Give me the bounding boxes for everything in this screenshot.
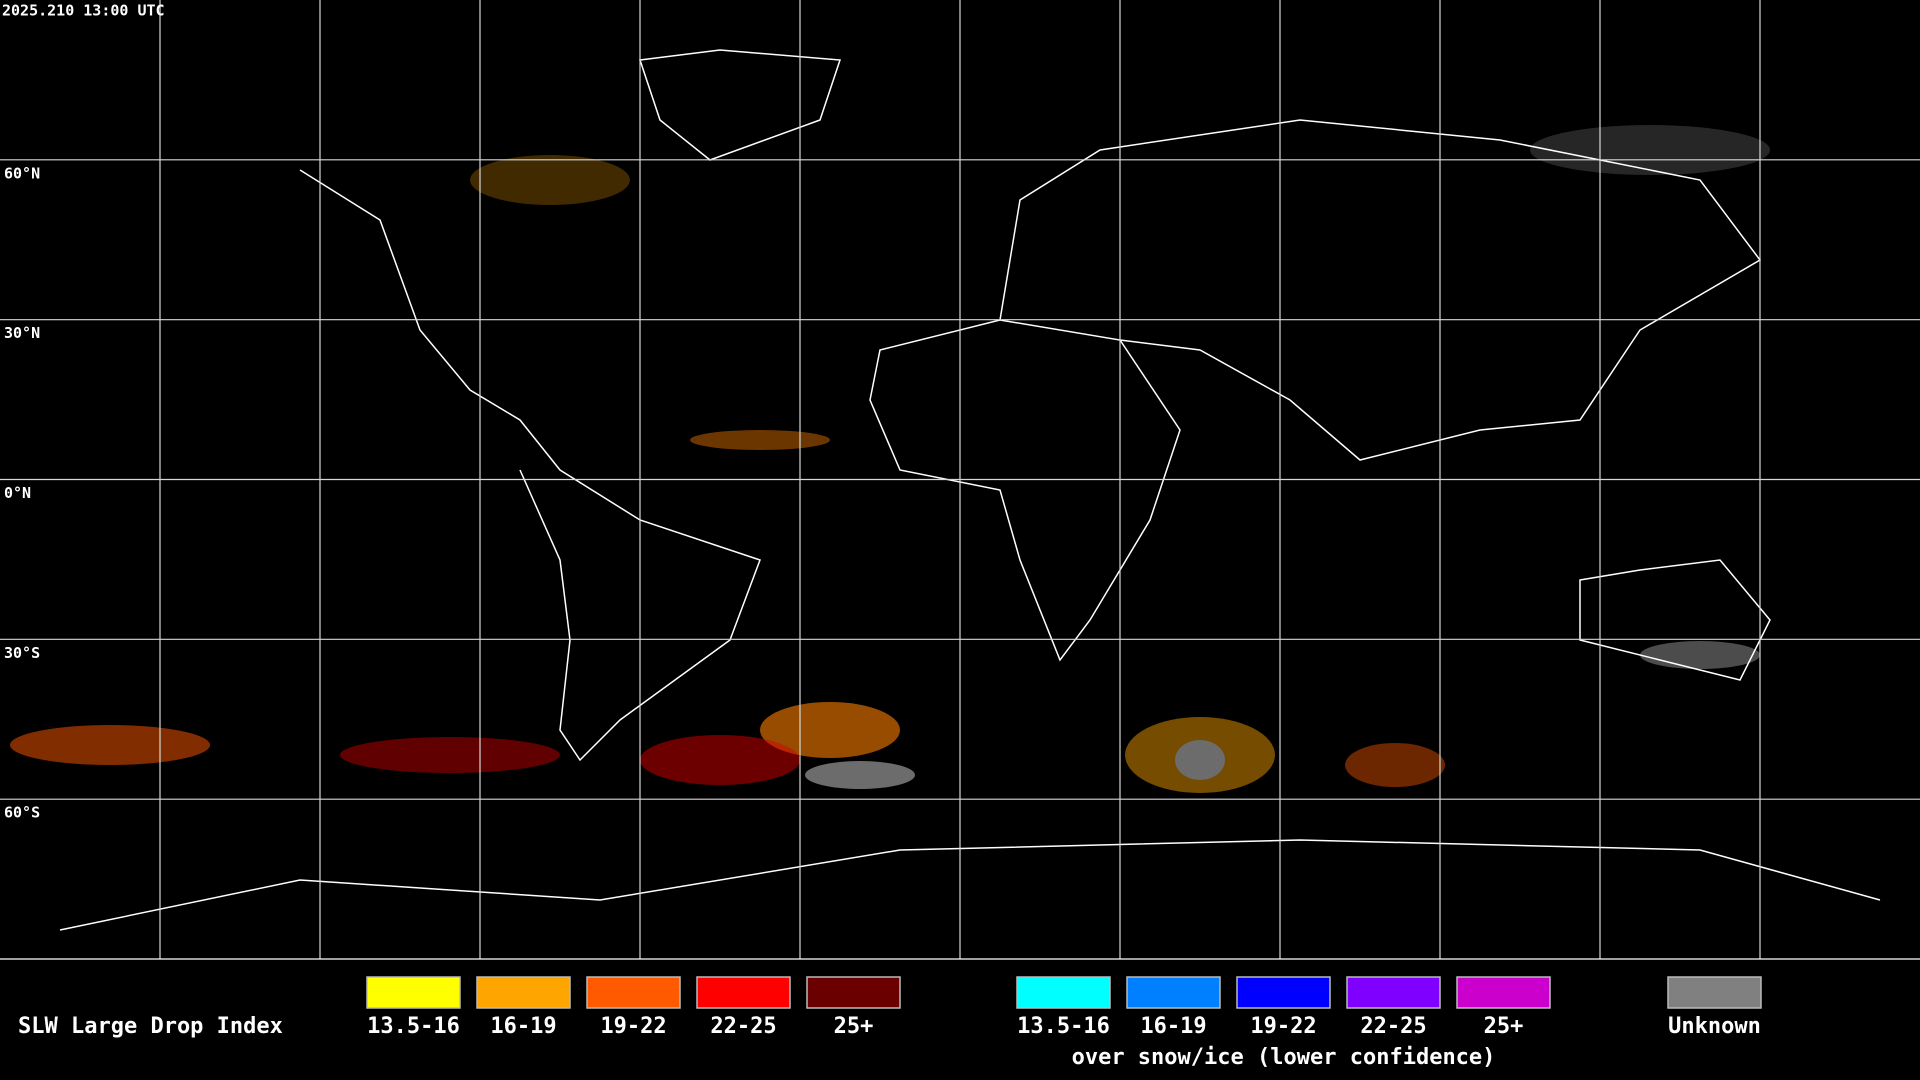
timestamp: 2025.210 13:00 UTC xyxy=(2,2,165,20)
legend-label: 16-19 xyxy=(1140,1014,1206,1039)
graticule xyxy=(0,0,1920,959)
patch xyxy=(1530,125,1770,175)
latitude-label: 60°N xyxy=(4,164,40,182)
patch xyxy=(340,737,560,773)
latitude-label: 0°N xyxy=(4,484,31,502)
greenland-coast xyxy=(638,49,842,161)
legend-label: 19-22 xyxy=(600,1014,666,1039)
patch xyxy=(10,725,210,765)
legend-label: 25+ xyxy=(1484,1014,1524,1039)
patch xyxy=(760,702,900,758)
latitude-label: 60°S xyxy=(4,804,40,822)
australia-coast xyxy=(1579,559,1771,681)
legend-swatch xyxy=(366,976,461,1009)
legend-swatch xyxy=(586,976,681,1009)
legend-label: 22-25 xyxy=(1360,1014,1426,1039)
legend-title: SLW Large Drop Index xyxy=(18,1014,283,1039)
legend-label: 19-22 xyxy=(1250,1014,1316,1039)
legend-label: 25+ xyxy=(834,1014,874,1039)
legend-swatch xyxy=(1667,976,1762,1009)
patch xyxy=(640,735,800,785)
legend-swatch xyxy=(806,976,901,1009)
legend-swatch xyxy=(1346,976,1441,1009)
coastlines xyxy=(59,49,1881,931)
latitude-label: 30°S xyxy=(4,644,40,662)
patch xyxy=(1175,740,1225,780)
legend-swatch xyxy=(476,976,571,1009)
patch xyxy=(1345,743,1445,787)
legend-swatch xyxy=(1236,976,1331,1009)
legend-swatch xyxy=(1126,976,1221,1009)
antarctica-coast xyxy=(59,839,1881,931)
legend-label: 13.5-16 xyxy=(367,1014,460,1039)
legend-label: 16-19 xyxy=(490,1014,556,1039)
patch xyxy=(690,430,830,450)
legend-label: 13.5-16 xyxy=(1017,1014,1110,1039)
legend-swatch xyxy=(696,976,791,1009)
legend-swatch xyxy=(1456,976,1551,1009)
africa-coast xyxy=(869,319,1181,662)
latitude-label: 30°N xyxy=(4,324,40,342)
patch xyxy=(805,761,915,789)
legend-swatch xyxy=(1016,976,1111,1009)
eurasia-coast xyxy=(999,119,1762,461)
patch xyxy=(1640,641,1760,669)
patch xyxy=(470,155,630,205)
americas-coast xyxy=(299,169,761,762)
legend-label: Unknown xyxy=(1668,1014,1761,1039)
legend-caption: over snow/ice (lower confidence) xyxy=(1072,1045,1496,1070)
legend-label: 22-25 xyxy=(710,1014,776,1039)
